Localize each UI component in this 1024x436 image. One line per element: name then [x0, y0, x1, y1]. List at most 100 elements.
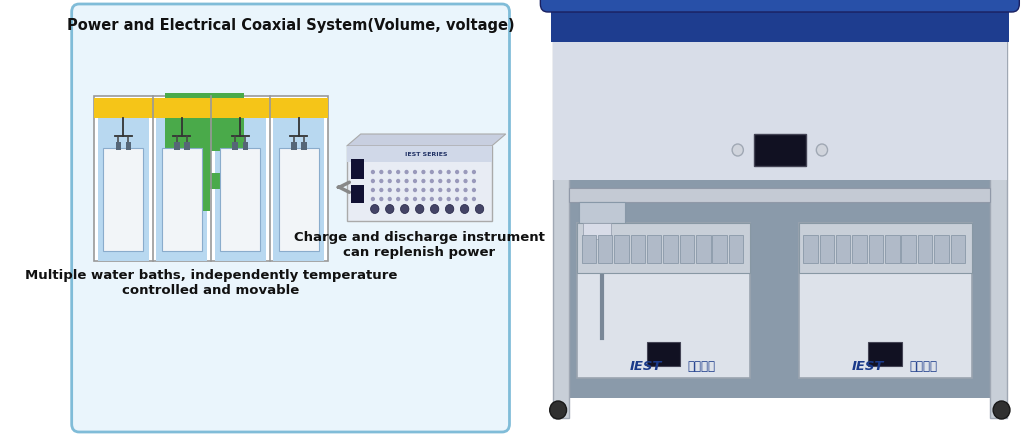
Bar — [577, 223, 750, 273]
Bar — [351, 185, 365, 203]
Circle shape — [445, 204, 454, 214]
Text: IEST: IEST — [852, 360, 884, 373]
Circle shape — [447, 198, 451, 201]
Bar — [220, 148, 260, 251]
Circle shape — [388, 170, 391, 174]
Circle shape — [396, 188, 399, 191]
Bar — [157, 118, 207, 261]
Text: Charge and discharge instrument
can replenish power: Charge and discharge instrument can repl… — [294, 231, 545, 259]
Circle shape — [430, 170, 433, 174]
Circle shape — [372, 170, 375, 174]
Bar — [199, 189, 210, 211]
Bar — [579, 202, 626, 247]
Circle shape — [371, 204, 379, 214]
Circle shape — [422, 188, 425, 191]
Bar — [553, 10, 569, 418]
Circle shape — [472, 170, 475, 174]
Bar — [868, 342, 902, 366]
Bar — [569, 180, 990, 398]
Text: Power and Electrical Coaxial System(Volume, voltage): Power and Electrical Coaxial System(Volu… — [67, 18, 514, 33]
Circle shape — [414, 198, 417, 201]
Bar — [582, 235, 596, 263]
Circle shape — [406, 188, 408, 191]
Bar — [836, 235, 851, 263]
Bar — [799, 223, 972, 273]
Bar — [901, 235, 915, 263]
Circle shape — [422, 170, 425, 174]
Circle shape — [464, 170, 467, 174]
Circle shape — [472, 188, 475, 191]
Circle shape — [380, 198, 383, 201]
Bar — [98, 118, 148, 261]
Circle shape — [372, 188, 375, 191]
Bar — [803, 235, 818, 263]
Circle shape — [422, 198, 425, 201]
Circle shape — [447, 188, 451, 191]
Circle shape — [993, 401, 1010, 419]
Bar — [174, 142, 179, 150]
Bar — [729, 235, 743, 263]
Bar — [162, 148, 202, 251]
Bar — [696, 235, 711, 263]
Bar — [539, 0, 1024, 436]
Circle shape — [372, 180, 375, 183]
Bar — [94, 98, 328, 118]
Circle shape — [456, 170, 459, 174]
Circle shape — [396, 170, 399, 174]
Bar — [631, 235, 645, 263]
Bar — [918, 235, 932, 263]
Circle shape — [439, 188, 441, 191]
Circle shape — [416, 204, 424, 214]
Circle shape — [406, 180, 408, 183]
Bar — [198, 151, 211, 173]
Bar — [215, 118, 266, 261]
Circle shape — [372, 198, 375, 201]
Circle shape — [475, 204, 483, 214]
Circle shape — [430, 188, 433, 191]
Bar — [664, 235, 678, 263]
Bar — [598, 235, 612, 263]
Bar — [680, 235, 694, 263]
Bar — [646, 342, 680, 366]
Bar — [754, 134, 806, 166]
Bar — [126, 142, 131, 150]
FancyBboxPatch shape — [347, 146, 492, 221]
Circle shape — [400, 204, 409, 214]
Bar — [232, 142, 238, 150]
Circle shape — [464, 198, 467, 201]
Circle shape — [414, 188, 417, 191]
Bar — [584, 223, 611, 239]
Bar — [116, 142, 121, 150]
Circle shape — [439, 180, 441, 183]
Circle shape — [439, 198, 441, 201]
Bar — [184, 142, 189, 150]
Circle shape — [456, 188, 459, 191]
Circle shape — [550, 401, 566, 419]
Circle shape — [380, 188, 383, 191]
Circle shape — [430, 204, 439, 214]
Circle shape — [388, 198, 391, 201]
Bar — [94, 96, 328, 261]
Bar — [351, 159, 365, 179]
Bar — [279, 148, 318, 251]
Bar — [819, 235, 835, 263]
Bar — [713, 235, 727, 263]
Circle shape — [461, 204, 469, 214]
Circle shape — [422, 180, 425, 183]
Circle shape — [396, 198, 399, 201]
Bar — [273, 118, 325, 261]
Circle shape — [414, 180, 417, 183]
Circle shape — [464, 180, 467, 183]
Circle shape — [385, 204, 394, 214]
Bar — [167, 173, 242, 189]
Bar — [291, 142, 297, 150]
FancyBboxPatch shape — [72, 4, 510, 432]
Bar — [165, 93, 244, 151]
Circle shape — [430, 180, 433, 183]
Circle shape — [406, 170, 408, 174]
Bar — [103, 148, 143, 251]
Circle shape — [388, 188, 391, 191]
Circle shape — [439, 170, 441, 174]
Bar — [647, 235, 662, 263]
Circle shape — [430, 198, 433, 201]
